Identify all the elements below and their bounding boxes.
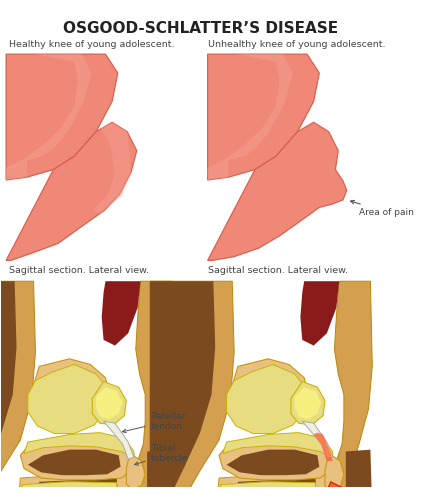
Polygon shape: [24, 432, 134, 459]
Polygon shape: [124, 281, 173, 500]
Polygon shape: [216, 470, 335, 500]
Text: Sagittal section. Lateral view.: Sagittal section. Lateral view.: [208, 266, 348, 276]
Polygon shape: [41, 368, 100, 422]
Text: OSGOOD-SCHLATTER’S DISEASE: OSGOOD-SCHLATTER’S DISEASE: [63, 21, 338, 36]
Polygon shape: [92, 382, 126, 425]
Text: Epiphyseal
growth plate: Epiphyseal growth plate: [0, 499, 1, 500]
Text: Tibial
tubercle: Tibial tubercle: [135, 444, 188, 465]
Polygon shape: [102, 281, 141, 345]
Polygon shape: [323, 482, 348, 500]
Polygon shape: [20, 436, 134, 480]
Polygon shape: [291, 382, 325, 425]
Text: Unhealthy knee of young adolescent.: Unhealthy knee of young adolescent.: [208, 40, 385, 49]
Polygon shape: [208, 122, 347, 260]
Polygon shape: [96, 387, 122, 420]
Polygon shape: [219, 436, 333, 480]
Polygon shape: [150, 281, 215, 500]
Text: Sagittal section. Lateral view.: Sagittal section. Lateral view.: [9, 266, 149, 276]
Polygon shape: [147, 450, 173, 500]
Polygon shape: [22, 482, 117, 492]
Polygon shape: [228, 359, 308, 432]
Polygon shape: [302, 422, 333, 459]
Text: Inflammation
and
fragmentation: Inflammation and fragmentation: [0, 499, 1, 500]
Polygon shape: [314, 432, 333, 461]
Polygon shape: [6, 122, 137, 260]
Polygon shape: [346, 450, 372, 500]
Text: Healthy knee of young adolescent.: Healthy knee of young adolescent.: [9, 40, 174, 49]
Polygon shape: [240, 368, 298, 422]
Polygon shape: [223, 432, 333, 459]
Polygon shape: [0, 281, 35, 500]
Polygon shape: [208, 54, 293, 180]
Polygon shape: [323, 281, 372, 500]
Polygon shape: [221, 482, 316, 492]
Text: Patellar
tendon: Patellar tendon: [122, 412, 185, 432]
Polygon shape: [0, 281, 16, 500]
Polygon shape: [28, 364, 109, 434]
Polygon shape: [30, 359, 109, 432]
Polygon shape: [325, 454, 344, 492]
Polygon shape: [227, 450, 319, 475]
Polygon shape: [150, 281, 234, 500]
Polygon shape: [227, 364, 308, 434]
Text: Area of pain: Area of pain: [351, 200, 414, 216]
Polygon shape: [6, 54, 118, 180]
Polygon shape: [208, 54, 319, 180]
Polygon shape: [126, 454, 145, 490]
Polygon shape: [295, 387, 321, 420]
Polygon shape: [37, 478, 119, 500]
Polygon shape: [17, 470, 136, 500]
Polygon shape: [103, 422, 134, 459]
Polygon shape: [300, 281, 339, 345]
Polygon shape: [329, 486, 346, 500]
Polygon shape: [28, 450, 121, 475]
Polygon shape: [6, 54, 91, 180]
Polygon shape: [93, 122, 131, 213]
Polygon shape: [236, 478, 317, 500]
Text: Adobe Stock | #239986954: Adobe Stock | #239986954: [4, 340, 10, 426]
